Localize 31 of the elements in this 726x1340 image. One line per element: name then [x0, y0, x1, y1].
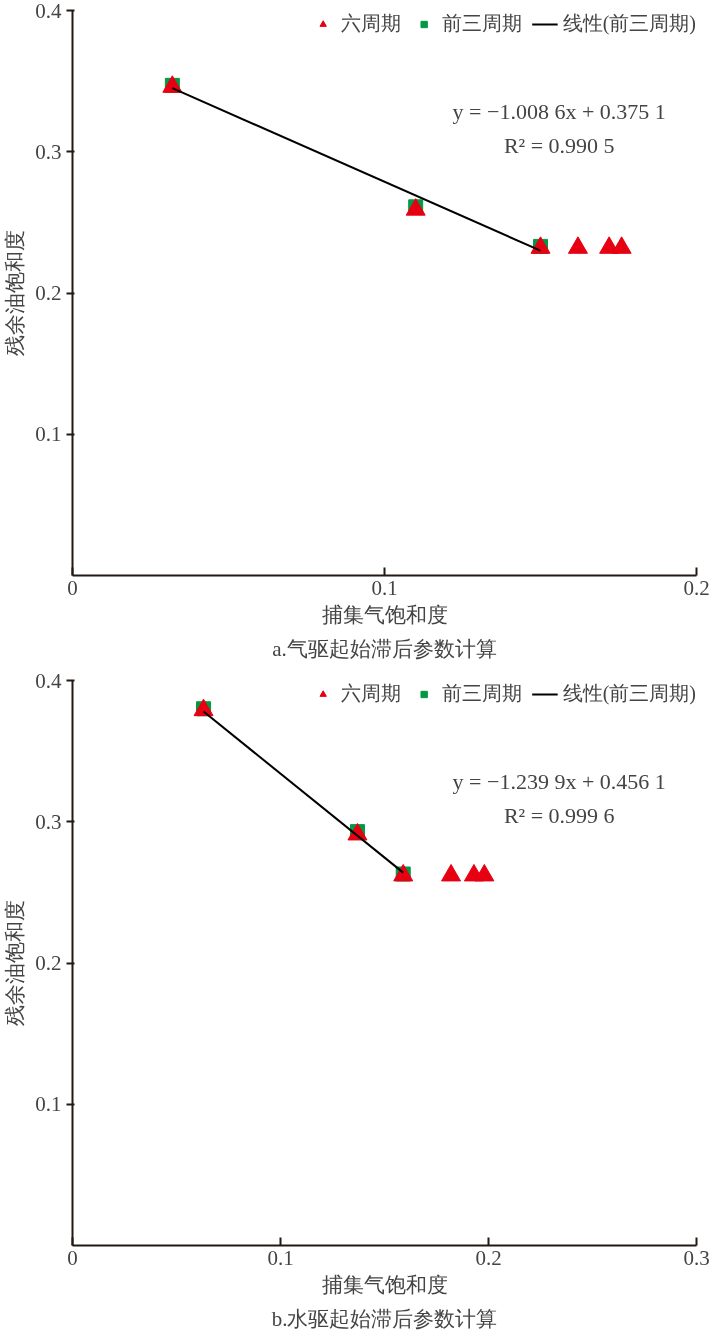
x-tick-label: 0.1 [267, 1245, 294, 1270]
x-tick-label: 0.1 [371, 575, 398, 600]
annotation: R² = 0.990 5 [503, 132, 615, 158]
y-axis-title: 残余油饱和度 [3, 230, 28, 356]
legend-label: 线性(前三周期) [562, 11, 696, 37]
legend-label: 六周期 [340, 681, 401, 706]
legend-label: 六周期 [340, 11, 401, 36]
x-tick-label: 0 [67, 575, 78, 600]
annotation: y = −1.008 6x + 0.375 1 [452, 98, 666, 124]
x-axis-title: 捕集气饱和度 [321, 602, 448, 627]
x-tick-label: 0.3 [683, 1245, 710, 1270]
x-tick-label: 0.2 [475, 1245, 502, 1270]
legend-label: 前三周期 [441, 11, 522, 36]
y-axis-title: 残余油饱和度 [3, 900, 28, 1026]
legend-label: 前三周期 [441, 681, 522, 706]
y-tick-label: 0.3 [35, 139, 62, 164]
annotation: y = −1.239 9x + 0.456 1 [452, 768, 666, 794]
x-axis-title: 捕集气饱和度 [321, 1272, 448, 1297]
legend-label: 线性(前三周期) [562, 681, 696, 707]
y-tick-label: 0.3 [35, 809, 62, 834]
y-tick-label: 0.2 [35, 951, 62, 975]
text: b.水驱起始滞后参数计算 [271, 1306, 498, 1331]
text: a.气驱起始滞后参数计算 [272, 636, 497, 661]
y-tick-label: 0.4 [35, 0, 62, 23]
y-tick-label: 0.1 [35, 1092, 62, 1117]
annotation: R² = 0.999 6 [503, 802, 615, 828]
x-tick-label: 0 [67, 1245, 78, 1270]
y-tick-label: 0.1 [35, 422, 62, 447]
y-tick-label: 0.2 [35, 281, 62, 305]
y-tick-label: 0.4 [35, 668, 62, 693]
x-tick-label: 0.2 [683, 575, 710, 600]
